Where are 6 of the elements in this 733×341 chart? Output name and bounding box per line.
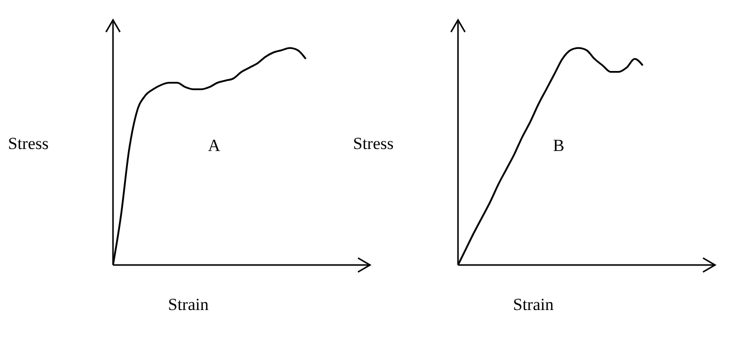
x-axis-title: Strain: [513, 295, 554, 315]
annotation: B: [553, 136, 564, 156]
y-axis-title: Stress: [8, 134, 49, 154]
annotation: A: [208, 136, 220, 156]
x-axis-title: Strain: [168, 295, 209, 315]
y-axis-title: Stress: [353, 134, 394, 154]
